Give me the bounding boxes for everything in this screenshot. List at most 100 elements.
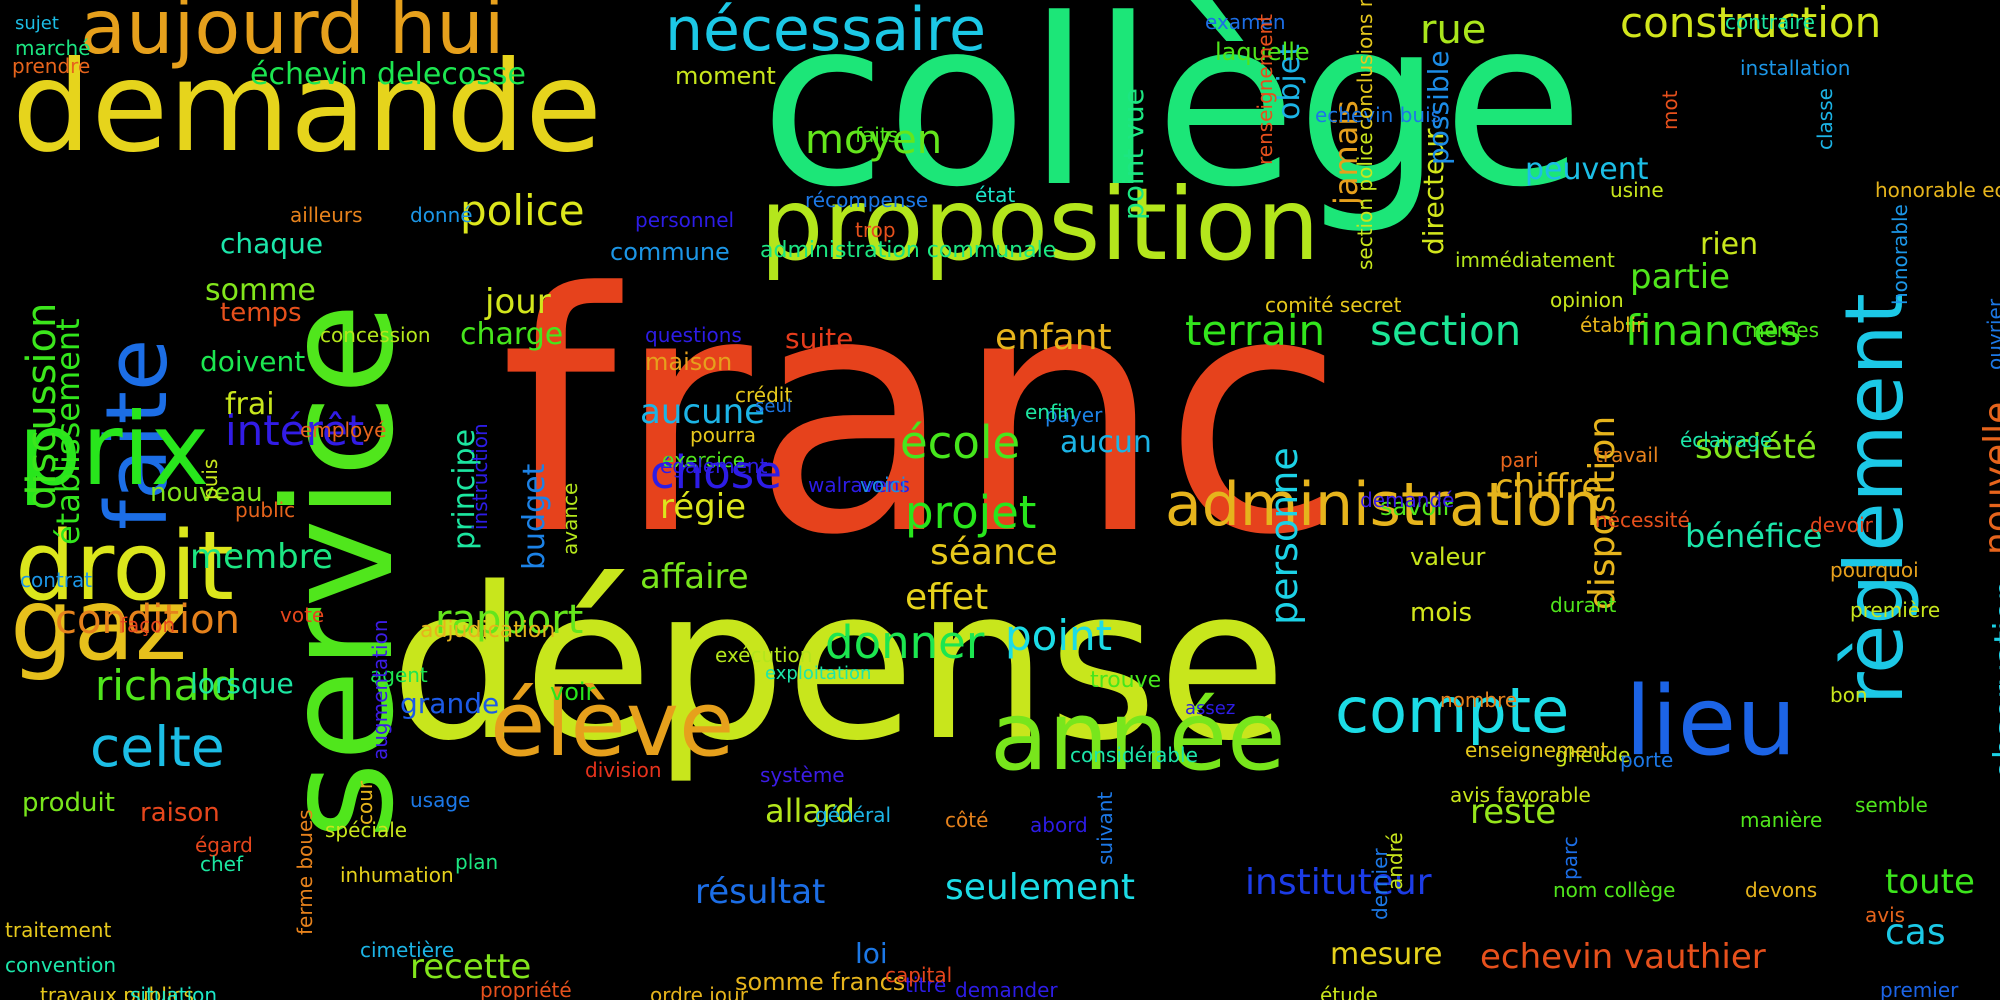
word: opinion <box>1550 288 1624 312</box>
word: échevin delecosse <box>250 57 526 92</box>
word: grande <box>400 687 500 720</box>
word: adjudication <box>420 618 556 643</box>
word: droit <box>15 512 235 622</box>
word: produit <box>22 788 115 818</box>
word: terrain <box>1185 306 1326 355</box>
word: prix <box>18 391 210 508</box>
word: nom collège <box>1553 878 1676 902</box>
word: bon <box>1830 683 1868 707</box>
word: chaque <box>220 227 324 260</box>
word: examen <box>1205 10 1286 34</box>
word: nombre <box>1440 688 1518 712</box>
word: situation <box>130 983 218 1000</box>
word: considérable <box>1070 743 1198 767</box>
word: établir <box>1580 313 1645 337</box>
word: dépense <box>390 542 1287 787</box>
word: exécution <box>715 643 813 667</box>
word: aucune <box>640 392 766 432</box>
word: durant <box>1550 593 1617 617</box>
word: somme <box>205 273 316 308</box>
word: manière <box>1740 808 1823 832</box>
word: compte <box>1335 674 1570 747</box>
word: convention <box>5 953 117 977</box>
word: travaux publics <box>40 983 194 1000</box>
word: faits <box>855 123 899 147</box>
word: richald <box>95 661 238 710</box>
word: semble <box>1855 793 1928 817</box>
word: intérêt <box>225 406 365 455</box>
word: charge <box>460 317 564 352</box>
word: recette <box>410 947 532 987</box>
word: nécessité <box>1595 508 1690 532</box>
word: reste <box>1470 792 1557 832</box>
word: enseignement <box>1465 738 1609 762</box>
word: assez <box>1185 698 1236 719</box>
word: andré <box>1383 832 1407 890</box>
word: ferme boues <box>293 809 317 935</box>
word: usage <box>410 788 471 812</box>
word: administration <box>1165 470 1601 540</box>
word: franc <box>500 223 1345 607</box>
word: agent <box>370 663 428 687</box>
word: chose <box>650 446 782 499</box>
word: rapport <box>435 597 584 643</box>
word: traitement <box>5 918 112 942</box>
word: installation <box>1740 56 1851 80</box>
word: doivent <box>200 345 306 378</box>
word: sujet <box>15 13 59 34</box>
word: section police <box>1353 132 1377 270</box>
word: plan <box>455 850 499 874</box>
word: toute <box>1885 862 1975 902</box>
word: raison <box>140 798 220 828</box>
word: mot <box>1658 90 1682 130</box>
word: avis <box>1865 903 1906 927</box>
word: société <box>1695 427 1817 467</box>
word: proposition <box>760 166 1320 283</box>
word: régie <box>660 487 747 527</box>
word: égard <box>195 833 253 857</box>
word: porte <box>1620 748 1674 772</box>
word: instruction <box>468 423 492 530</box>
word: mêmes <box>1745 318 1819 342</box>
word: pourquoi <box>1830 558 1919 582</box>
word: moyen <box>805 117 943 163</box>
word: demandé <box>1360 488 1455 512</box>
word: maison <box>645 348 733 376</box>
word: classe <box>1813 88 1837 150</box>
word: lorsque <box>190 667 294 700</box>
word: condition <box>55 597 240 643</box>
word: éclairage <box>1680 428 1773 452</box>
word: echevin buis <box>1315 103 1442 127</box>
word: établissement <box>49 318 87 545</box>
word: exercice <box>662 448 746 472</box>
word: valeur <box>1410 543 1486 571</box>
word: enfant <box>995 317 1112 358</box>
word: devoir <box>1810 513 1873 537</box>
word: voir <box>550 678 596 706</box>
word: membre <box>190 537 333 577</box>
word: général <box>815 803 892 827</box>
word: marché <box>15 36 91 60</box>
word: suivant <box>1093 791 1117 865</box>
word: bénéfice <box>1685 517 1823 555</box>
word: trop <box>855 218 896 242</box>
word: exploitation <box>765 663 872 684</box>
word: payer <box>1045 403 1103 427</box>
word: élève <box>490 672 735 777</box>
word: renseignement <box>1253 13 1277 165</box>
word: demander <box>955 978 1058 1000</box>
word: inhumation <box>340 863 454 887</box>
word: mesure <box>1330 937 1443 972</box>
word: division <box>585 758 662 782</box>
word: contrat <box>20 568 93 592</box>
word: résultat <box>695 872 826 912</box>
word: peuvent <box>1525 152 1649 187</box>
word: rue <box>1420 7 1487 53</box>
word: observation <box>1987 578 2000 780</box>
word: pourra <box>690 423 756 447</box>
word: travail <box>1595 443 1659 467</box>
word: comité secret <box>1265 293 1402 317</box>
word: contraire <box>1725 10 1815 34</box>
word: administration communale <box>760 238 1057 263</box>
word: vote <box>280 603 325 627</box>
